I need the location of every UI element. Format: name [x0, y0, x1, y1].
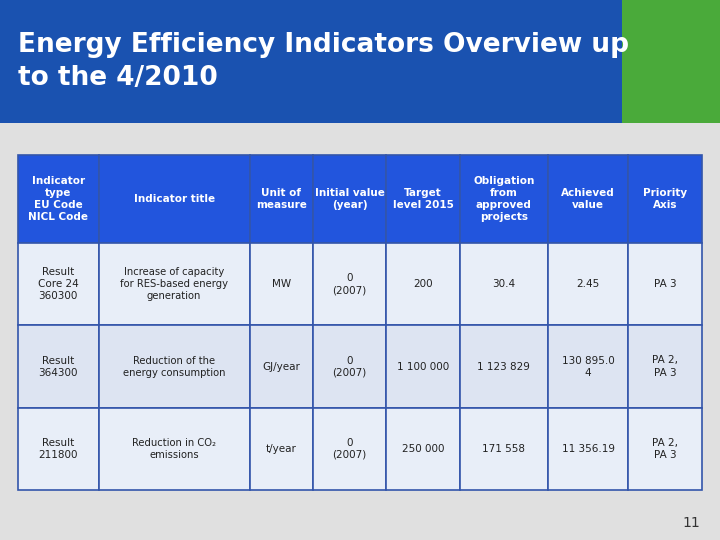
Bar — [548, 325, 629, 408]
Text: 2.45: 2.45 — [577, 279, 600, 289]
Bar — [250, 155, 312, 243]
Text: Priority
Axis: Priority Axis — [643, 188, 687, 210]
Bar — [18, 243, 99, 325]
Text: 11: 11 — [683, 516, 700, 530]
Text: 200: 200 — [413, 279, 433, 289]
Bar — [0, 0, 622, 123]
Text: Result
364300: Result 364300 — [39, 355, 78, 377]
Bar — [99, 243, 250, 325]
Text: Reduction of the
energy consumption: Reduction of the energy consumption — [123, 355, 225, 377]
Text: MW: MW — [271, 279, 291, 289]
Text: 130 895.0
4: 130 895.0 4 — [562, 355, 614, 377]
Bar — [312, 155, 387, 243]
Bar — [460, 243, 548, 325]
Bar — [460, 155, 548, 243]
Bar — [18, 408, 99, 490]
Text: Indicator
type
EU Code
NICL Code: Indicator type EU Code NICL Code — [28, 176, 89, 222]
Bar — [99, 155, 250, 243]
Bar — [548, 408, 629, 490]
Text: 11 356.19: 11 356.19 — [562, 444, 614, 454]
Text: 250 000: 250 000 — [402, 444, 444, 454]
Text: Reduction in CO₂
emissions: Reduction in CO₂ emissions — [132, 438, 216, 460]
Text: Target
level 2015: Target level 2015 — [392, 188, 454, 210]
Bar — [629, 243, 702, 325]
Text: 0
(2007): 0 (2007) — [333, 355, 366, 377]
Bar — [629, 408, 702, 490]
Bar — [387, 155, 460, 243]
Bar — [629, 325, 702, 408]
Text: Unit of
measure: Unit of measure — [256, 188, 307, 210]
Text: PA 2,
PA 3: PA 2, PA 3 — [652, 355, 678, 377]
Text: 171 558: 171 558 — [482, 444, 526, 454]
Text: Achieved
value: Achieved value — [561, 188, 615, 210]
Bar — [99, 408, 250, 490]
Text: Energy Efficiency Indicators Overview up
to the 4/2010: Energy Efficiency Indicators Overview up… — [18, 32, 629, 91]
Text: 0
(2007): 0 (2007) — [333, 438, 366, 460]
Text: 1 100 000: 1 100 000 — [397, 361, 449, 372]
Bar — [460, 408, 548, 490]
Text: 1 123 829: 1 123 829 — [477, 361, 530, 372]
Bar — [312, 325, 387, 408]
Bar — [250, 408, 312, 490]
Bar — [250, 243, 312, 325]
Text: Increase of capacity
for RES-based energy
generation: Increase of capacity for RES-based energ… — [120, 267, 228, 301]
Bar — [629, 155, 702, 243]
Bar — [250, 325, 312, 408]
Bar — [99, 325, 250, 408]
Bar — [548, 155, 629, 243]
Bar — [548, 243, 629, 325]
Text: GJ/year: GJ/year — [262, 361, 300, 372]
Text: Initial value
(year): Initial value (year) — [315, 188, 384, 210]
Bar — [18, 155, 99, 243]
Text: PA 2,
PA 3: PA 2, PA 3 — [652, 438, 678, 460]
Bar — [387, 243, 460, 325]
Text: Obligation
from
approved
projects: Obligation from approved projects — [473, 176, 534, 222]
Text: Result
Core 24
360300: Result Core 24 360300 — [38, 267, 78, 301]
Text: Result
211800: Result 211800 — [39, 438, 78, 460]
Bar — [460, 325, 548, 408]
Text: 30.4: 30.4 — [492, 279, 516, 289]
Bar — [312, 408, 387, 490]
Text: 0
(2007): 0 (2007) — [333, 273, 366, 295]
Bar — [387, 408, 460, 490]
Bar — [18, 325, 99, 408]
Text: t/year: t/year — [266, 444, 297, 454]
Text: PA 3: PA 3 — [654, 279, 677, 289]
Text: Indicator title: Indicator title — [133, 194, 215, 204]
Bar — [312, 243, 387, 325]
Bar — [387, 325, 460, 408]
Bar — [622, 0, 720, 123]
